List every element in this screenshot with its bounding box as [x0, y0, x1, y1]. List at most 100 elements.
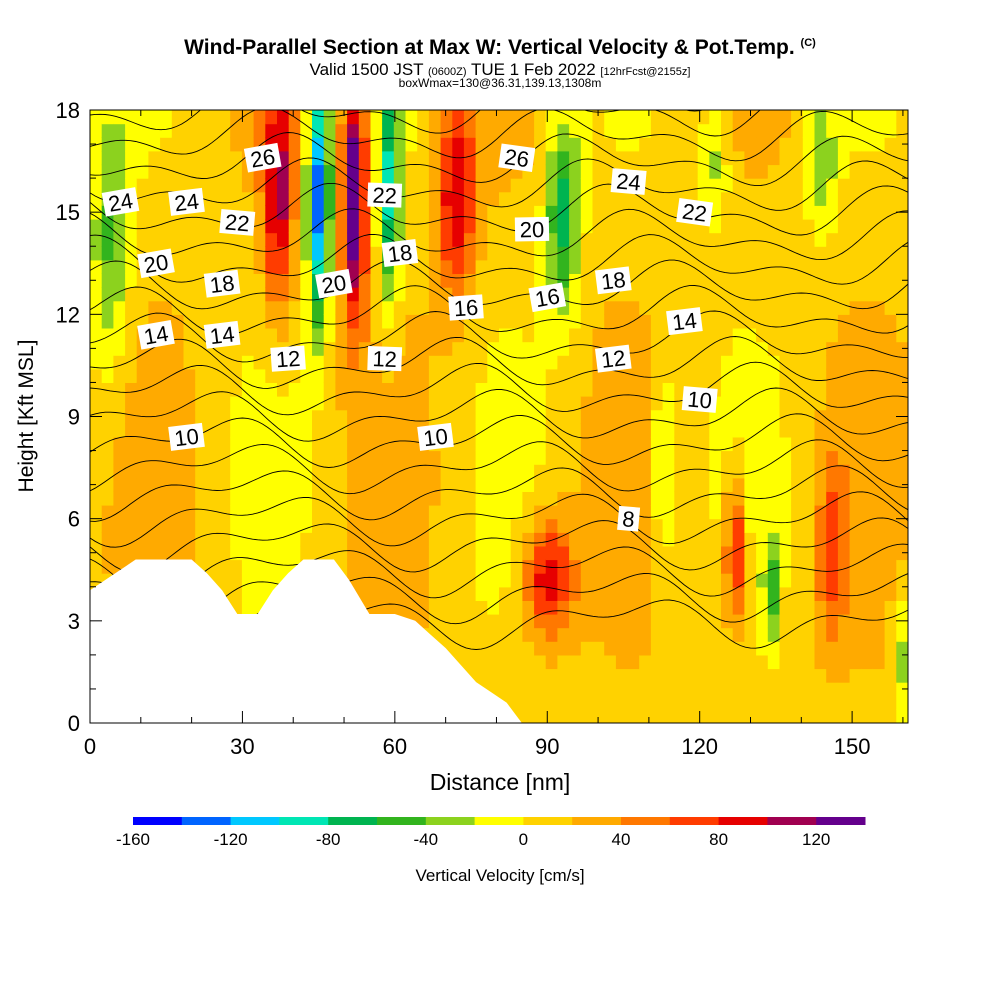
w-cell — [522, 464, 535, 479]
w-cell — [148, 532, 161, 547]
w-cell — [183, 505, 196, 520]
w-cell — [592, 409, 605, 424]
w-cell — [826, 709, 839, 723]
w-cell — [767, 219, 781, 234]
w-cell — [557, 450, 570, 465]
w-cell — [744, 137, 757, 152]
w-cell — [534, 273, 547, 288]
w-cell — [545, 409, 558, 424]
y-tick-label: 18 — [56, 98, 80, 123]
w-cell — [125, 518, 138, 533]
w-cell — [592, 641, 605, 656]
w-cell — [312, 150, 325, 166]
w-cell — [650, 627, 664, 642]
w-cell — [358, 464, 372, 479]
w-cell — [802, 423, 816, 438]
w-cell — [428, 246, 442, 261]
w-cell — [370, 505, 383, 520]
w-cell — [861, 219, 874, 234]
w-cell — [861, 682, 874, 697]
w-cell — [148, 436, 161, 452]
w-cell — [756, 123, 769, 138]
w-cell — [428, 137, 442, 152]
w-cell — [452, 123, 465, 138]
w-cell — [218, 573, 231, 588]
w-cell — [534, 368, 547, 383]
w-cell — [744, 219, 757, 234]
w-cell — [101, 464, 114, 479]
w-cell — [323, 368, 336, 383]
w-cell — [428, 586, 442, 601]
w-cell — [872, 273, 886, 288]
w-cell — [113, 518, 126, 533]
w-cell — [861, 232, 874, 247]
w-cell — [802, 164, 816, 179]
w-cell — [639, 123, 652, 138]
w-cell — [136, 205, 149, 220]
w-cell — [452, 110, 465, 125]
w-cell — [662, 137, 675, 152]
w-cell — [650, 355, 664, 370]
w-cell — [125, 164, 138, 179]
w-cell — [580, 164, 594, 179]
w-cell — [604, 191, 617, 206]
w-cell — [569, 287, 582, 302]
w-cell — [861, 205, 874, 220]
w-cell — [206, 191, 220, 206]
w-cell — [323, 219, 336, 234]
w-cell — [300, 259, 313, 274]
w-cell — [767, 123, 781, 138]
w-cell — [767, 532, 781, 547]
w-cell — [674, 150, 687, 166]
w-cell — [253, 518, 266, 533]
w-cell — [686, 273, 699, 288]
w-cell — [814, 355, 827, 370]
w-cell — [627, 436, 640, 452]
w-cell — [837, 300, 851, 315]
w-cell — [113, 409, 126, 424]
w-cell — [510, 314, 523, 329]
w-cell — [277, 368, 290, 383]
w-cell — [534, 641, 547, 656]
theta-label-text: 18 — [386, 240, 413, 268]
w-cell — [627, 559, 640, 574]
w-cell — [627, 654, 640, 670]
w-cell — [849, 273, 862, 288]
w-cell — [814, 164, 827, 179]
theta-label-box — [203, 269, 241, 298]
w-cell — [428, 545, 442, 561]
w-cell — [160, 123, 173, 138]
w-cell — [837, 586, 851, 601]
w-cell — [545, 137, 558, 152]
w-cell — [604, 654, 617, 670]
w-cell — [522, 273, 535, 288]
w-cell — [510, 409, 523, 424]
w-cell — [499, 505, 512, 520]
w-cell — [662, 341, 675, 356]
w-cell — [732, 273, 745, 288]
w-cell — [569, 382, 582, 397]
w-cell — [557, 396, 570, 411]
w-cell — [592, 300, 605, 315]
w-cell — [756, 150, 769, 166]
colorbar-swatch — [425, 817, 476, 825]
w-cell — [884, 600, 897, 615]
w-cell — [534, 259, 547, 274]
w-cell — [90, 368, 103, 383]
w-cell — [300, 178, 313, 193]
w-cell — [627, 123, 640, 138]
w-cell — [125, 300, 138, 315]
w-cell — [732, 505, 745, 520]
w-cell — [557, 219, 570, 234]
w-cell — [627, 300, 640, 315]
w-cell — [463, 164, 477, 179]
w-cell — [662, 614, 675, 629]
w-cell — [113, 246, 126, 261]
w-cell — [872, 518, 886, 533]
w-cell — [545, 586, 558, 601]
w-cell — [662, 668, 675, 683]
w-cell — [849, 123, 862, 138]
w-cell — [545, 205, 558, 220]
w-cell — [522, 668, 535, 683]
w-cell — [872, 328, 886, 343]
